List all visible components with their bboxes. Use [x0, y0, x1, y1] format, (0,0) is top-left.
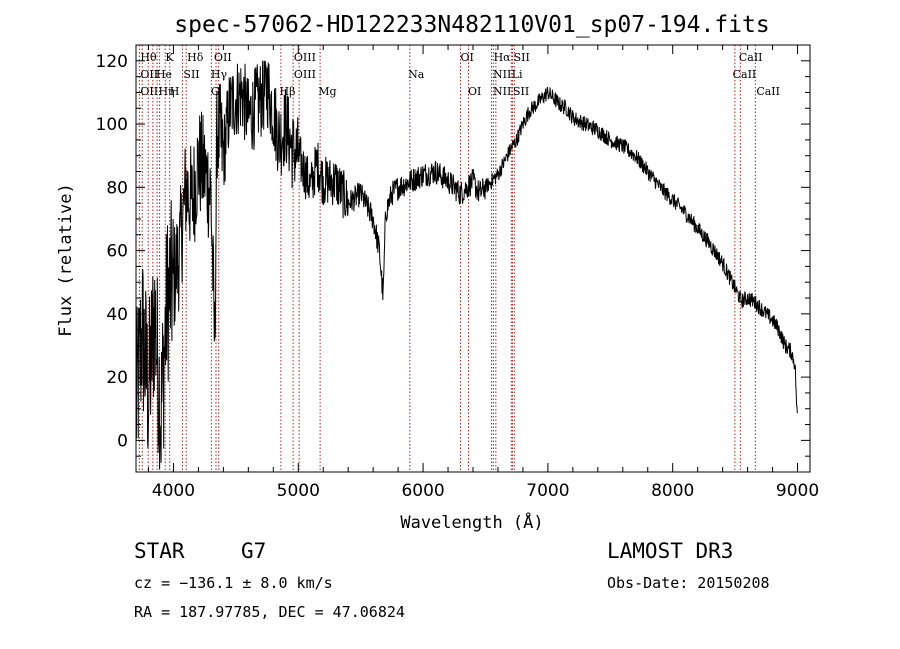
line-label: Hγ	[211, 68, 228, 81]
line-label: G	[211, 85, 220, 98]
x-tick-label: 8000	[651, 481, 694, 501]
object-type: STAR	[134, 539, 185, 563]
y-tick-label: 80	[106, 178, 128, 198]
coordinates: RA = 187.97785, DEC = 47.06824	[134, 603, 405, 621]
line-label: Na	[408, 68, 425, 81]
x-tick-label: 5000	[277, 481, 320, 501]
line-label: SII	[183, 68, 199, 81]
line-label: CaII	[733, 68, 757, 81]
spectrum-line	[135, 60, 798, 469]
x-tick-label: 9000	[776, 481, 819, 501]
line-label: OI	[468, 85, 481, 98]
line-label: Hθ	[140, 51, 157, 64]
line-label: OIII	[294, 51, 316, 64]
redshift-text: cz = −136.1 ± 8.0 km/s	[134, 574, 333, 592]
x-tick-label: 4000	[152, 481, 195, 501]
y-tick-label: 100	[96, 115, 128, 135]
y-tick-label: 20	[106, 368, 128, 388]
line-label: OII	[140, 85, 158, 98]
line-label: Hα	[494, 51, 512, 64]
y-tick-label: 40	[106, 305, 128, 325]
obs-date: Obs-Date: 20150208	[607, 574, 770, 592]
chart-title: spec-57062-HD122233N482110V01_sp07-194.f…	[174, 12, 769, 38]
x-axis-ticks: 4000 5000 6000 7000 8000 9000	[147, 45, 819, 501]
x-tick-label: 6000	[401, 481, 444, 501]
y-axis-label: Flux (relative)	[56, 183, 76, 337]
line-label: SII	[513, 85, 529, 98]
line-label: K	[165, 51, 174, 64]
y-tick-label: 0	[117, 431, 128, 451]
subclass: G7	[241, 539, 267, 563]
line-label: OII	[140, 68, 158, 81]
line-label: NII	[493, 68, 511, 81]
line-label: CaII	[756, 85, 780, 98]
y-axis-ticks: 0 20 40 60 80 100 120	[96, 52, 810, 457]
line-label: OI	[461, 51, 474, 64]
line-label: Hβ	[280, 85, 296, 98]
x-axis-label: Wavelength (Å)	[400, 511, 543, 533]
line-label: OII	[214, 51, 232, 64]
line-label: Mg	[318, 85, 336, 98]
line-label: SII	[514, 51, 530, 64]
x-tick-label: 7000	[526, 481, 569, 501]
line-label: Hδ	[187, 51, 204, 64]
line-label: CaII	[739, 51, 763, 64]
survey-name: LAMOST DR3	[607, 539, 734, 563]
y-tick-label: 60	[106, 242, 128, 262]
line-label: Hη	[158, 85, 174, 98]
y-tick-label: 120	[96, 52, 128, 72]
line-label: NII	[493, 85, 511, 98]
line-label: OIII	[294, 68, 316, 81]
line-label: He	[156, 68, 172, 81]
line-label: Li	[512, 68, 523, 81]
line-label: H	[170, 85, 180, 98]
